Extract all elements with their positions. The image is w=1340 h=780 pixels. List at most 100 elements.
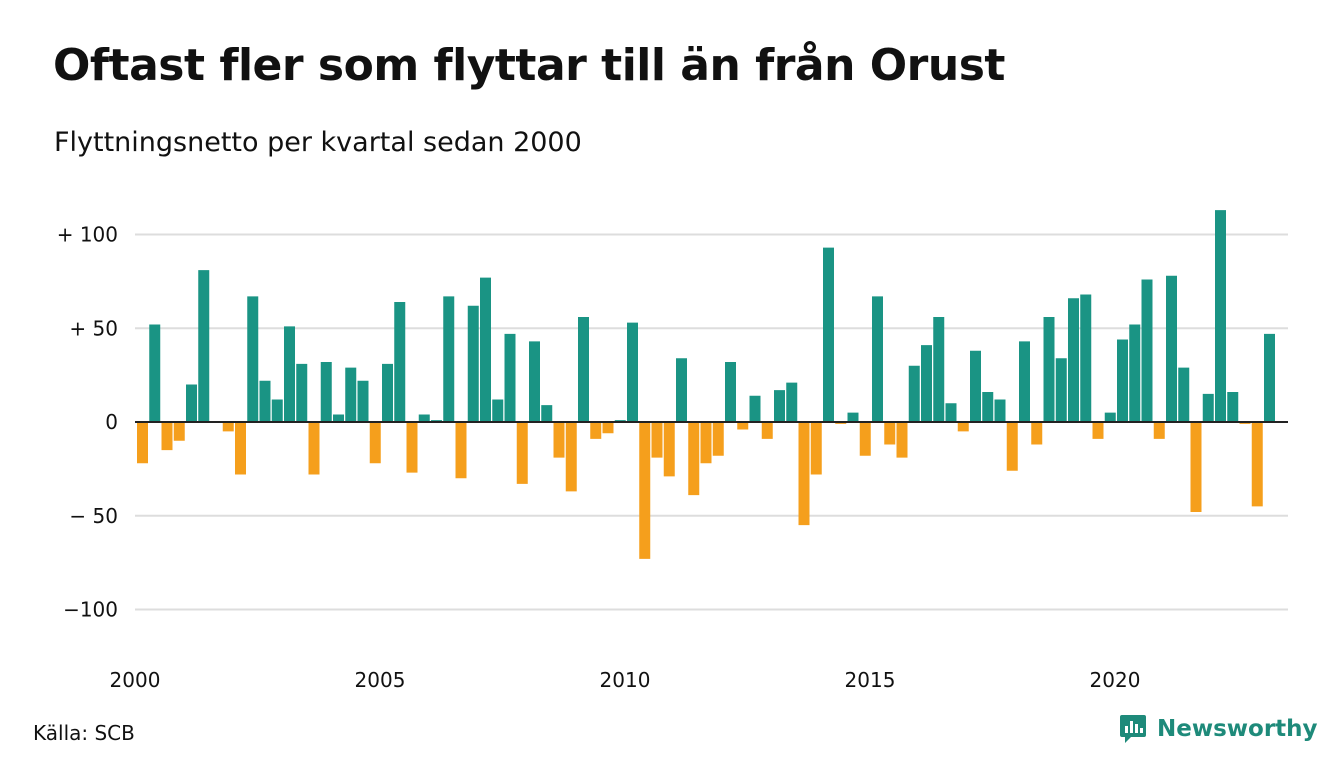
newsworthy-logo: Newsworthy bbox=[1119, 714, 1318, 744]
bar: 2022 K1: 113 bbox=[1215, 210, 1226, 422]
bar: 2021 K1: 78 bbox=[1166, 275, 1177, 422]
bar: 2015 K3: -19 bbox=[896, 422, 908, 458]
bar: 2017 K1: 38 bbox=[970, 350, 981, 422]
x-tick-label: 2020 bbox=[1090, 668, 1141, 692]
bar: 2019 K1: 66 bbox=[1068, 298, 1079, 422]
bar: 2012 K4: -9 bbox=[761, 422, 773, 439]
bar: 2018 K1: 43 bbox=[1019, 341, 1030, 422]
bar: 2018 K2: -12 bbox=[1031, 422, 1043, 445]
bar: 2001 K4: -5 bbox=[222, 422, 234, 432]
bar: 2020 K1: 44 bbox=[1117, 339, 1128, 422]
bar: 2003 K1: 51 bbox=[284, 326, 295, 422]
brand-name: Newsworthy bbox=[1157, 716, 1318, 742]
bar: 2001 K1: 20 bbox=[186, 384, 197, 422]
bar: 2000 K2: 52 bbox=[149, 324, 161, 422]
bar: 2011 K2: -39 bbox=[688, 422, 700, 496]
bar: 2002 K1: -28 bbox=[235, 422, 246, 475]
bar: 2019 K4: 5 bbox=[1104, 412, 1116, 422]
bar: 2005 K3: -27 bbox=[406, 422, 418, 473]
bar: 2017 K4: -26 bbox=[1006, 422, 1018, 471]
bar: 2000 K4: -10 bbox=[173, 422, 185, 441]
bar: 2009 K2: -9 bbox=[590, 422, 602, 439]
bar: 2012 K1: 32 bbox=[725, 362, 736, 422]
y-tick-label: 0 bbox=[105, 410, 118, 434]
bar: 2006 K4: 62 bbox=[467, 305, 479, 422]
bar: 2009 K3: -6 bbox=[602, 422, 614, 434]
bar: 2017 K3: 12 bbox=[994, 399, 1006, 422]
bar: 2013 K3: -55 bbox=[798, 422, 810, 526]
bar-chart: + 100 + 50 0 − 50 −100 2000 K1: -222000 K2: 5… bbox=[57, 210, 1288, 692]
bar: 2002 K3: 22 bbox=[259, 380, 271, 422]
bar: 2020 K3: 76 bbox=[1141, 279, 1153, 422]
bar: 2011 K3: -22 bbox=[700, 422, 712, 464]
bar: 2016 K4: -5 bbox=[957, 422, 969, 432]
bar: 2019 K3: -9 bbox=[1092, 422, 1104, 439]
source-note: Källa: SCB bbox=[33, 721, 135, 745]
bar: 2003 K2: 31 bbox=[296, 363, 308, 422]
bar: 2008 K1: 43 bbox=[529, 341, 540, 422]
bar: 2016 K2: 56 bbox=[933, 317, 945, 422]
y-tick-label: − 50 bbox=[69, 504, 118, 528]
chart-subtitle: Flyttningsnetto per kvartal sedan 2000 bbox=[54, 127, 582, 158]
bar: 2016 K1: 41 bbox=[921, 345, 932, 422]
bar: 2007 K1: 77 bbox=[480, 277, 491, 422]
bar: 2005 K2: 64 bbox=[394, 302, 406, 422]
bar: 2021 K4: 15 bbox=[1202, 393, 1214, 422]
bar: 2018 K4: 34 bbox=[1055, 358, 1067, 422]
x-tick-label: 2000 bbox=[110, 668, 161, 692]
bar: 2007 K3: 47 bbox=[504, 333, 516, 422]
bar: 2015 K2: -12 bbox=[884, 422, 896, 445]
bar: 2004 K3: 22 bbox=[357, 380, 369, 422]
bar: 2022 K4: -45 bbox=[1251, 422, 1263, 507]
bar: 2020 K2: 52 bbox=[1129, 324, 1141, 422]
bar: 2005 K1: 31 bbox=[382, 363, 393, 422]
bar: 2006 K2: 67 bbox=[443, 296, 455, 422]
bar: 2009 K1: 56 bbox=[578, 317, 589, 422]
bar: 2008 K3: -19 bbox=[553, 422, 565, 458]
bar: 2012 K3: 14 bbox=[749, 395, 761, 422]
bar: 2002 K2: 67 bbox=[247, 296, 259, 422]
bar: 2023 K1: 47 bbox=[1264, 333, 1275, 422]
bar: 2018 K3: 56 bbox=[1043, 317, 1055, 422]
bar: 2015 K1: 67 bbox=[872, 296, 883, 422]
bar: 2007 K2: 12 bbox=[492, 399, 504, 422]
bar: 2007 K4: -33 bbox=[516, 422, 528, 484]
bar: 2000 K1: -22 bbox=[137, 422, 148, 464]
bar: 2008 K2: 9 bbox=[541, 405, 553, 422]
bar: 2022 K2: 16 bbox=[1227, 392, 1239, 422]
bar: 2012 K2: -4 bbox=[737, 422, 749, 430]
bar: 2014 K4: -18 bbox=[859, 422, 871, 456]
x-tick-label: 2010 bbox=[600, 668, 651, 692]
bar: 2006 K3: -30 bbox=[455, 422, 467, 479]
bar: 2002 K4: 12 bbox=[271, 399, 283, 422]
bar: 2003 K4: 32 bbox=[320, 362, 332, 422]
bar: 2016 K3: 10 bbox=[945, 403, 957, 422]
bar: 2003 K3: -28 bbox=[308, 422, 320, 475]
y-tick-label: + 100 bbox=[57, 223, 118, 247]
bar: 2021 K3: -48 bbox=[1190, 422, 1202, 512]
chart-bubble-icon bbox=[1120, 715, 1146, 743]
bar: 2014 K1: 93 bbox=[823, 247, 834, 422]
bar: 2015 K4: 30 bbox=[908, 365, 920, 422]
bar: 2014 K3: 5 bbox=[847, 412, 859, 422]
bar: 2013 K1: 17 bbox=[774, 390, 785, 422]
y-tick-label: + 50 bbox=[69, 316, 118, 340]
bar: 2008 K4: -37 bbox=[565, 422, 577, 492]
bar: 2017 K2: 16 bbox=[982, 392, 994, 422]
bar: 2004 K4: -22 bbox=[369, 422, 381, 464]
chart-title: Oftast fler som flyttar till än från Oru… bbox=[53, 40, 1005, 91]
bar: 2010 K4: -29 bbox=[663, 422, 675, 477]
bar: 2004 K1: 4 bbox=[333, 414, 344, 422]
bar: 2011 K1: 34 bbox=[676, 358, 687, 422]
bar: 2001 K2: 81 bbox=[198, 270, 210, 422]
bar: 2019 K2: 68 bbox=[1080, 294, 1092, 422]
bar: 2010 K3: -19 bbox=[651, 422, 663, 458]
bar: 2021 K2: 29 bbox=[1178, 367, 1190, 422]
bar: 2013 K4: -28 bbox=[810, 422, 822, 475]
bar: 2004 K2: 29 bbox=[345, 367, 357, 422]
bar: 2005 K4: 4 bbox=[418, 414, 430, 422]
bar: 2010 K2: -73 bbox=[639, 422, 651, 559]
bar: 2011 K4: -18 bbox=[712, 422, 724, 456]
y-tick-label: −100 bbox=[63, 598, 118, 622]
bar: 2000 K3: -15 bbox=[161, 422, 173, 451]
